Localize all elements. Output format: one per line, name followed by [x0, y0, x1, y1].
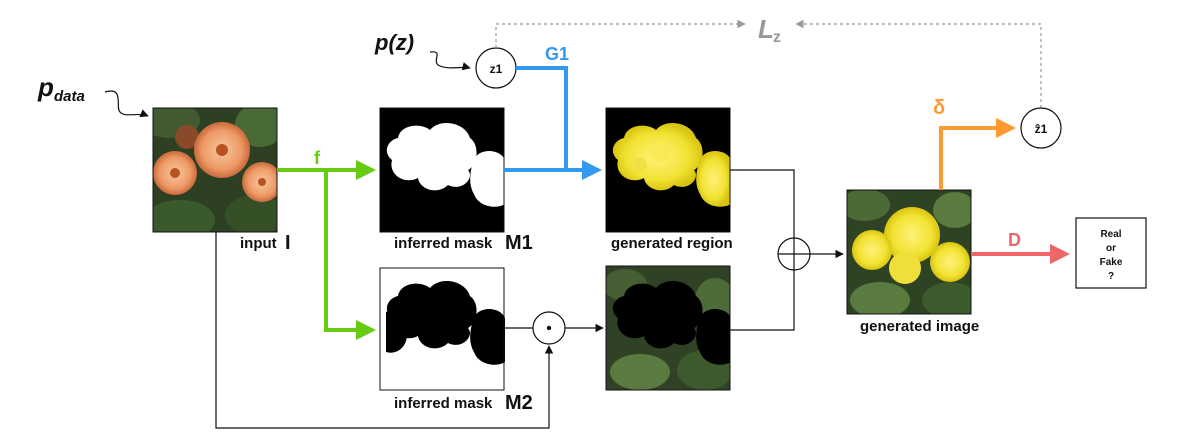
mask-m1-caption: inferred mask M1	[394, 232, 533, 254]
generated-region-caption: generated region	[611, 235, 733, 252]
background-to-oplus-line	[730, 270, 795, 331]
input-caption-text: input	[240, 235, 277, 252]
lz-arrow-from-z1hat	[795, 19, 1042, 108]
input-caption-symbol: I	[285, 232, 291, 254]
p-data-label: p data	[37, 72, 85, 105]
p-z-label: p(z)	[374, 30, 414, 55]
real-text: Real	[1100, 229, 1121, 240]
input-caption: input I	[240, 232, 291, 254]
oplus-operator	[777, 237, 811, 271]
discriminator-output-box: Real or Fake ?	[1075, 217, 1147, 289]
p-data-subscript: data	[54, 88, 85, 105]
fake-text: Fake	[1100, 257, 1123, 268]
p-data-symbol: p	[37, 72, 54, 102]
g1-label: G1	[545, 44, 569, 64]
lz-symbol: L	[758, 14, 774, 44]
region-to-oplus-line	[730, 169, 795, 238]
masked-background-frame	[605, 265, 731, 391]
delta-arrows: δ	[933, 97, 1016, 190]
loss-lz: L z	[495, 14, 1042, 108]
z1-hat-label: ẑ1	[1035, 122, 1048, 136]
generated-image	[847, 190, 971, 314]
odot-operator	[532, 311, 566, 345]
generated-image-caption: generated image	[860, 318, 979, 335]
lz-subscript: z	[773, 29, 781, 46]
question-text: ?	[1108, 271, 1114, 282]
z1-hat-node: ẑ1	[1020, 107, 1062, 149]
mask-m1-caption-symbol: M1	[505, 232, 533, 254]
or-text: or	[1106, 243, 1116, 254]
input-skip-arrow	[215, 232, 554, 429]
d-label: D	[1008, 230, 1021, 250]
z1-label: z1	[490, 62, 503, 76]
input-image	[153, 108, 277, 232]
lz-arrow-from-z1	[495, 19, 746, 48]
generated-region-image	[606, 108, 730, 232]
mask-m1-caption-text: inferred mask	[394, 235, 493, 252]
mask-m2-caption-symbol: M2	[505, 392, 533, 414]
mask-m1	[379, 107, 505, 233]
p-z-arrow	[429, 51, 471, 71]
g1-arrows: G1	[504, 44, 602, 180]
mask-m2-caption: inferred mask M2	[394, 392, 533, 414]
d-arrows: D	[971, 230, 1070, 264]
z1-node: z1	[475, 47, 517, 89]
delta-label: δ	[933, 97, 945, 119]
f-arrows: f	[277, 148, 376, 340]
f-label: f	[314, 148, 321, 168]
masked-background-image	[606, 266, 730, 390]
p-data-arrow	[104, 90, 149, 118]
mask-m2-caption-text: inferred mask	[394, 395, 493, 412]
mask-m2	[379, 267, 505, 391]
